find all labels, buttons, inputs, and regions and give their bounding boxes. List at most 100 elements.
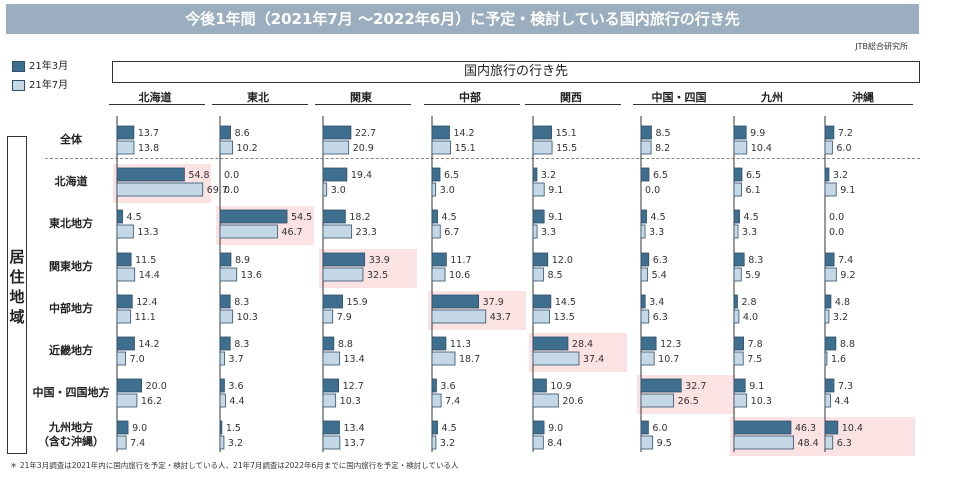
bar-july xyxy=(322,267,364,282)
label-july: 20.9 xyxy=(353,143,374,154)
bar-july xyxy=(431,140,451,155)
label-march: 8.5 xyxy=(655,128,670,139)
bar-march xyxy=(532,252,549,267)
bar-march xyxy=(733,209,740,224)
bar-march xyxy=(116,378,143,393)
bar-july xyxy=(532,182,545,197)
bar-july xyxy=(532,224,538,239)
label-march: 12.7 xyxy=(343,381,364,392)
label-july: 13.5 xyxy=(554,312,575,323)
bar-july xyxy=(532,267,544,282)
bar-march xyxy=(824,378,835,393)
label-july: 4.4 xyxy=(834,396,849,407)
bar-march xyxy=(532,209,545,224)
bar-march xyxy=(219,294,231,309)
bar-july xyxy=(431,351,456,366)
label-july: 15.1 xyxy=(455,143,476,154)
bar-march xyxy=(824,252,835,267)
label-march: 14.2 xyxy=(453,128,474,139)
bar-july xyxy=(219,224,278,239)
column-underline xyxy=(315,104,411,105)
label-july: 6.1 xyxy=(746,185,761,196)
footnote: ＊ 21年3月調査は2021年内に国内旅行を予定・検討している人、21年7月調査… xyxy=(10,461,459,470)
bar-july xyxy=(824,182,837,197)
label-march: 3.2 xyxy=(833,170,848,181)
bar-march xyxy=(824,125,835,140)
label-july: 69.7 xyxy=(207,185,228,196)
label-march: 9.9 xyxy=(750,128,765,139)
label-july: 3.0 xyxy=(331,185,346,196)
bar-july xyxy=(733,224,739,239)
label-march: 7.4 xyxy=(838,255,853,266)
bar-march xyxy=(733,420,792,435)
label-july: 43.7 xyxy=(490,312,511,323)
bar-march xyxy=(322,420,340,435)
bar-july xyxy=(219,140,233,155)
column-header: 関西 xyxy=(560,91,582,104)
label-july: 20.6 xyxy=(562,396,583,407)
label-july: 6.0 xyxy=(836,143,851,154)
bar-march xyxy=(431,125,450,140)
legend-march-swatch xyxy=(12,60,25,72)
label-march: 15.1 xyxy=(556,128,577,139)
bar-july xyxy=(116,435,127,450)
label-july: 6.7 xyxy=(444,227,459,238)
label-july: 23.3 xyxy=(356,227,377,238)
bar-july xyxy=(733,309,740,324)
bar-march xyxy=(116,252,132,267)
bar-july xyxy=(322,351,340,366)
bar-july xyxy=(824,351,828,366)
bar-march xyxy=(116,125,135,140)
bar-july xyxy=(733,267,742,282)
total-divider xyxy=(45,158,920,159)
bar-july xyxy=(640,224,646,239)
residence-label: 居住地域 xyxy=(9,248,25,326)
label-march: 3.4 xyxy=(649,297,664,308)
column-header: 関東 xyxy=(350,91,372,104)
bar-march xyxy=(431,420,438,435)
bar-july xyxy=(532,140,553,155)
label-march: 8.6 xyxy=(235,128,250,139)
row-label: 北海道 xyxy=(54,175,88,188)
label-july: 3.3 xyxy=(649,227,664,238)
bar-july xyxy=(532,351,580,366)
bar-july xyxy=(322,224,353,239)
label-march: 0.0 xyxy=(224,170,239,181)
label-march: 14.2 xyxy=(138,339,159,350)
label-july: 1.6 xyxy=(831,354,846,365)
label-march: 8.9 xyxy=(235,255,250,266)
label-july: 32.5 xyxy=(367,270,388,281)
label-march: 6.0 xyxy=(652,423,667,434)
bar-july xyxy=(116,140,135,155)
label-july: 8.5 xyxy=(547,270,562,281)
column-underline xyxy=(212,104,308,105)
bar-march xyxy=(532,294,552,309)
residence-box: 居住地域 xyxy=(7,136,27,454)
label-march: 6.5 xyxy=(746,170,761,181)
label-march: 3.6 xyxy=(440,381,455,392)
column-underline xyxy=(726,104,822,105)
label-july: 14.4 xyxy=(139,270,160,281)
bar-march xyxy=(640,167,650,182)
bar-march xyxy=(532,125,552,140)
bar-july xyxy=(431,267,446,282)
bar-july xyxy=(431,182,437,197)
row-label: 中部地方 xyxy=(49,302,93,315)
bar-july xyxy=(431,224,441,239)
label-july: 37.4 xyxy=(583,354,604,365)
bar-july xyxy=(824,267,837,282)
bar-march xyxy=(219,125,231,140)
bar-march xyxy=(431,336,447,351)
label-march: 12.0 xyxy=(552,255,573,266)
column-underline xyxy=(109,104,205,105)
bar-march xyxy=(640,378,682,393)
bar-march xyxy=(116,336,135,351)
bar-july xyxy=(431,309,487,324)
row-label: 中国・四国地方 xyxy=(32,386,110,399)
bar-march xyxy=(219,252,232,267)
column-underline xyxy=(525,104,621,105)
bar-july xyxy=(640,267,649,282)
bar-march xyxy=(219,420,223,435)
bar-march xyxy=(116,209,123,224)
